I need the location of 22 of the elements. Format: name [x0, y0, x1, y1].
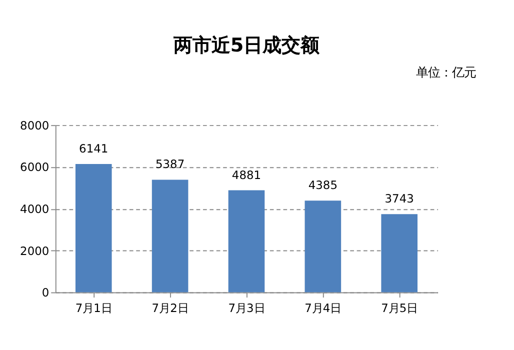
- y-tick-label: 2000: [20, 244, 50, 258]
- x-tick-label: 7月3日: [228, 300, 265, 315]
- y-tick-label: 4000: [20, 202, 50, 216]
- bar: [75, 164, 112, 292]
- data-label: 5387: [155, 157, 185, 172]
- bar: [381, 214, 418, 292]
- data-label: 4385: [308, 178, 338, 192]
- bar: [304, 200, 342, 292]
- y-tick-label: 6000: [20, 160, 50, 174]
- x-tick-label: 7月4日: [304, 300, 342, 315]
- text: 单位：亿元: [416, 64, 476, 80]
- data-label: 4881: [232, 168, 262, 182]
- x-tick-label: 7月5日: [381, 300, 418, 315]
- bar: [152, 180, 188, 292]
- data-label: 3743: [384, 192, 414, 206]
- chart-title: 两市近5日成交额: [172, 34, 321, 57]
- y-tick-label: 0: [42, 286, 50, 300]
- data-label: 6141: [79, 141, 108, 156]
- x-tick-label: 7月1日: [75, 300, 112, 315]
- x-tick-label: 7月2日: [152, 300, 188, 315]
- y-tick-label: 8000: [20, 118, 50, 132]
- bar: [228, 190, 265, 292]
